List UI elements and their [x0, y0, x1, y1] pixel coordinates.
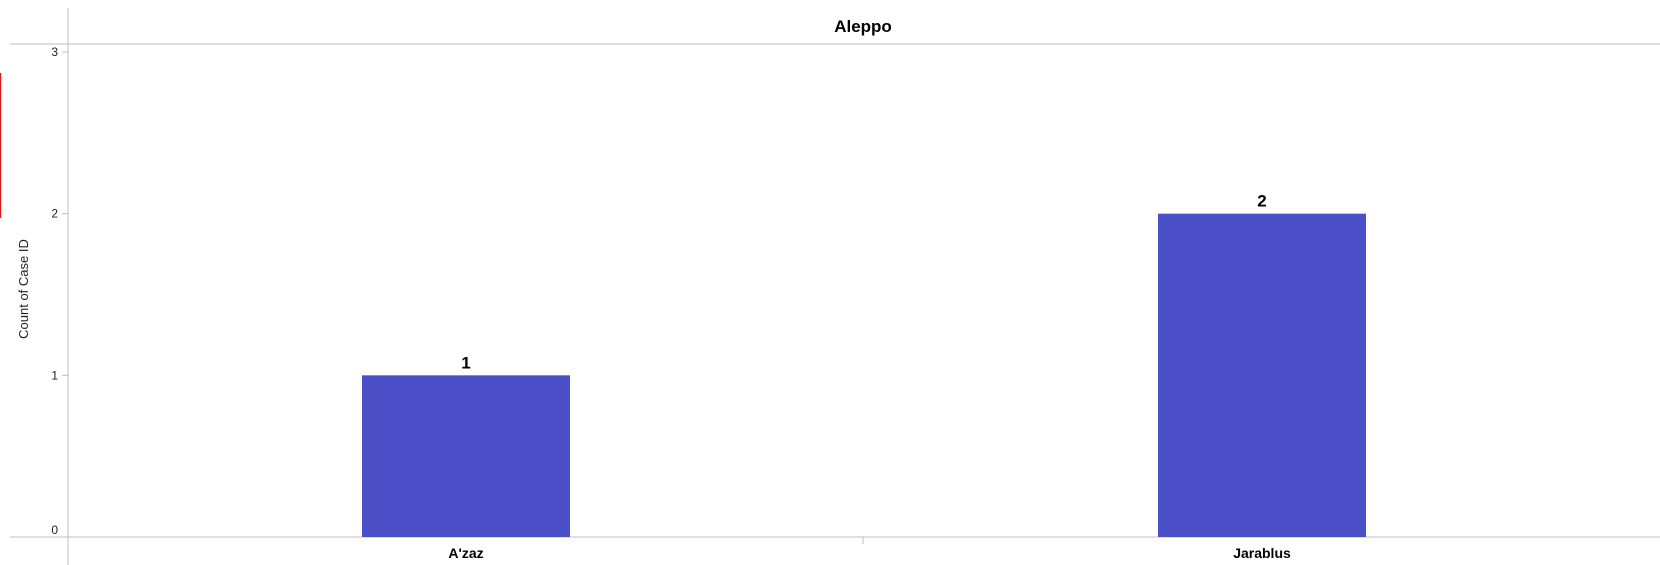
facet-title: Aleppo	[834, 17, 892, 36]
x-tick-label: Jarablus	[1233, 545, 1291, 561]
y-axis-ticks: 0 1 2 3	[51, 45, 68, 538]
bar[interactable]	[1158, 213, 1366, 537]
bar[interactable]	[362, 375, 570, 537]
bar-data-label: 2	[1257, 192, 1266, 211]
y-tick-label: 2	[51, 207, 58, 221]
bars-group: 12	[362, 192, 1366, 537]
x-tick-label: A'zaz	[448, 545, 483, 561]
y-axis-title: Count of Case ID	[16, 239, 31, 339]
y-tick-label: 0	[51, 523, 58, 537]
x-axis-tick-labels: A'zaz Jarablus	[448, 545, 1291, 561]
y-tick-label: 1	[51, 368, 58, 382]
y-tick-label: 3	[51, 45, 58, 59]
bar-data-label: 1	[461, 353, 470, 372]
